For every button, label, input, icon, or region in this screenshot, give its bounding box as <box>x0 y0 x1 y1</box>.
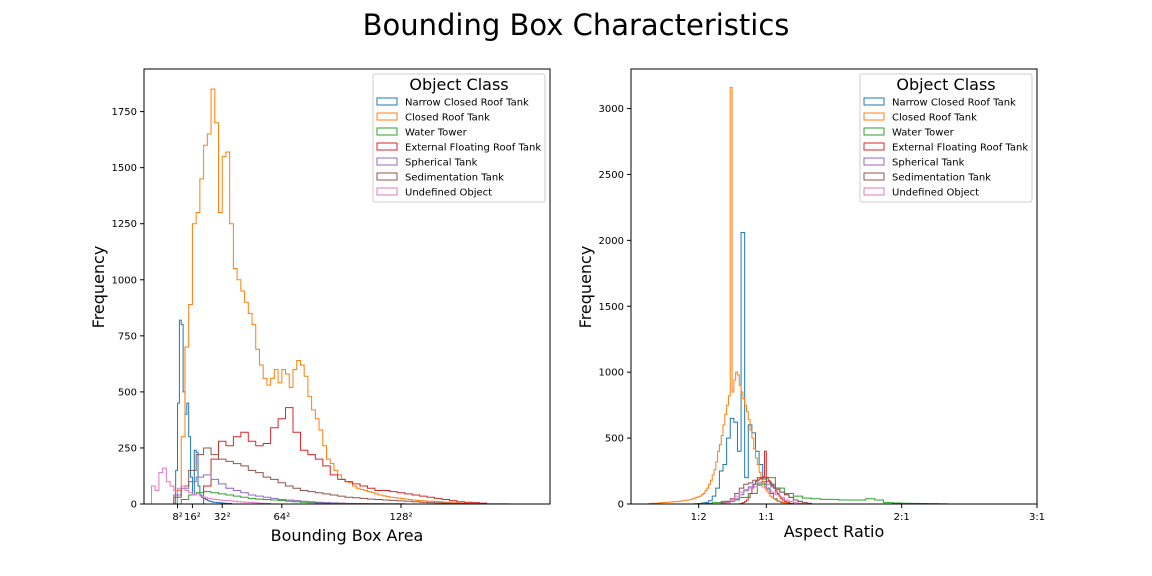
area-histogram-frame <box>143 68 551 505</box>
histogram-series-sedimentation-tank <box>173 447 473 505</box>
area-histogram-ylabel: Frequency <box>89 246 108 329</box>
area-histogram-ticks: 0 250 500 750 1000 1250 1500 1750 8² 16² 32² 64² 128… <box>112 107 413 523</box>
y-tick-label: 1250 <box>112 219 137 230</box>
x-tick-label: 8² <box>172 512 182 523</box>
area-histogram-plot <box>150 88 510 505</box>
y-tick-label: 1000 <box>112 275 137 286</box>
y-tick-label: 0 <box>131 500 137 511</box>
histogram-series-external-floating-roof-tank <box>203 407 488 504</box>
legend-swatch-water-tower <box>863 127 885 136</box>
aspect-ratio-histogram-xlabel: Aspect Ratio <box>784 522 885 541</box>
legend-label-spherical-tank: Spherical Tank <box>405 158 478 169</box>
y-tick-label: 500 <box>118 387 137 398</box>
aspect-ratio-histogram-panel: 0 500 1000 1500 2000 2500 3000 1:2 1:1 2:1 3:1 Fre… <box>576 68 1046 541</box>
legend-label-closed-roof-tank: Closed Roof Tank <box>405 113 490 124</box>
legend-box <box>859 73 1033 203</box>
x-tick-label: 64² <box>273 512 290 523</box>
legend-swatch-closed-roof-tank <box>863 112 885 121</box>
y-tick-label: 2500 <box>599 170 624 181</box>
y-tick-label: 0 <box>618 500 624 511</box>
legend-label-external-floating-roof-tank: External Floating Roof Tank <box>405 143 541 154</box>
histogram-series-closed-roof-tank <box>648 86 794 504</box>
legend-box <box>372 73 546 203</box>
histogram-series-sedimentation-tank <box>720 477 812 504</box>
legend-swatch-undefined-object <box>376 187 398 196</box>
legend-label-external-floating-roof-tank: External Floating Roof Tank <box>892 143 1028 154</box>
histogram-series-undefined-object <box>720 485 803 504</box>
histogram-series-narrow-closed-roof-tank <box>693 231 785 505</box>
y-tick-label: 1500 <box>599 302 624 313</box>
x-tick-label: 1:2 <box>691 512 707 523</box>
legend-label-undefined-object: Undefined Object <box>405 188 492 199</box>
legend-swatch-narrow-closed-roof-tank <box>376 97 398 106</box>
histogram-series-closed-roof-tank <box>177 88 510 505</box>
legend-swatch-external-floating-roof-tank <box>376 142 398 151</box>
figure-title: Bounding Box Characteristics <box>363 8 790 42</box>
legend-label-spherical-tank: Spherical Tank <box>892 158 965 169</box>
legend-label-narrow-closed-roof-tank: Narrow Closed Roof Tank <box>892 98 1016 109</box>
y-tick-label: 1000 <box>599 368 624 379</box>
aspect-ratio-histogram-ticks: 0 500 1000 1500 2000 2500 3000 1:2 1:1 2:1 3:1 <box>599 104 1046 523</box>
legend-swatch-narrow-closed-roof-tank <box>863 97 885 106</box>
legend-label-narrow-closed-roof-tank: Narrow Closed Roof Tank <box>405 98 529 109</box>
legend-label-closed-roof-tank: Closed Roof Tank <box>892 113 977 124</box>
y-tick-label: 3000 <box>599 104 624 115</box>
x-tick-label: 16² <box>184 512 201 523</box>
aspect-ratio-histogram-legend: Object Class Narrow Closed Roof Tank Clos… <box>859 73 1033 203</box>
histogram-series-undefined-object <box>150 467 272 505</box>
aspect-ratio-histogram-frame <box>630 68 1038 505</box>
legend-swatch-spherical-tank <box>376 157 398 166</box>
legend-swatch-sedimentation-tank <box>376 172 398 181</box>
legend-swatch-closed-roof-tank <box>376 112 398 121</box>
area-histogram-panel: 0 250 500 750 1000 1250 1500 1750 8² 16² 32² 64² 128… <box>89 68 551 545</box>
legend-swatch-sedimentation-tank <box>863 172 885 181</box>
legend-label-water-tower: Water Tower <box>892 128 955 139</box>
y-tick-label: 250 <box>118 443 137 454</box>
aspect-ratio-histogram-ylabel: Frequency <box>576 246 595 329</box>
histogram-series-spherical-tank <box>173 474 383 505</box>
y-tick-label: 1500 <box>112 163 137 174</box>
y-tick-label: 2000 <box>599 236 624 247</box>
y-tick-label: 750 <box>118 331 137 342</box>
histogram-series-external-floating-roof-tank <box>738 450 794 505</box>
legend-label-water-tower: Water Tower <box>405 128 468 139</box>
legend-label-sedimentation-tank: Sedimentation Tank <box>405 173 504 184</box>
legend-swatch-water-tower <box>376 127 398 136</box>
legend-swatch-undefined-object <box>863 187 885 196</box>
area-histogram-legend: Object Class Narrow Closed Roof Tank Clos… <box>372 73 546 203</box>
area-histogram-xlabel: Bounding Box Area <box>271 526 424 545</box>
legend-title: Object Class <box>896 75 995 94</box>
y-tick-label: 1750 <box>112 107 137 118</box>
histogram-series-narrow-closed-roof-tank <box>175 319 233 504</box>
legend-swatch-external-floating-roof-tank <box>863 142 885 151</box>
legend-label-sedimentation-tank: Sedimentation Tank <box>892 173 991 184</box>
x-tick-label: 128² <box>389 512 412 523</box>
aspect-ratio-histogram-plot <box>648 86 948 505</box>
x-tick-label: 32² <box>214 512 231 523</box>
legend-label-undefined-object: Undefined Object <box>892 188 979 199</box>
x-tick-label: 2:1 <box>894 512 910 523</box>
x-tick-label: 1:1 <box>758 512 774 523</box>
x-tick-label: 3:1 <box>1029 512 1045 523</box>
legend-swatch-spherical-tank <box>863 157 885 166</box>
legend-title: Object Class <box>409 75 508 94</box>
y-tick-label: 500 <box>605 434 624 445</box>
